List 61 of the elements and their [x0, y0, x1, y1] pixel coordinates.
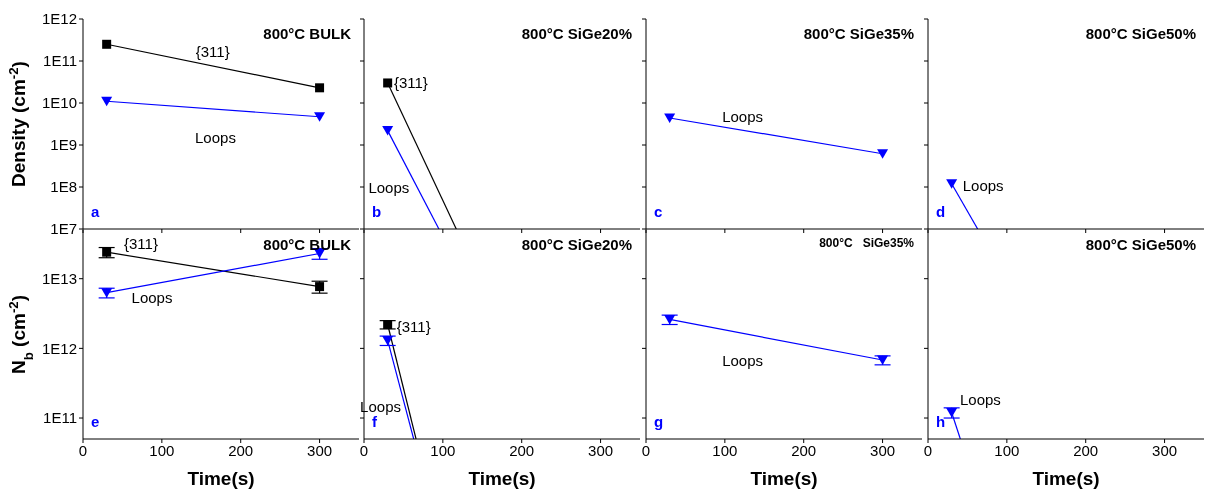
annotation: Loops [131, 288, 173, 306]
x-axis-title: Time(s) [468, 468, 536, 489]
text: d [936, 203, 946, 220]
text: b [372, 203, 382, 220]
x-tick-label: 200 [1073, 441, 1099, 459]
annotation: {311} [396, 317, 431, 335]
x-tick-label: 100 [430, 441, 456, 459]
y-tick-label: 1E11 [43, 52, 77, 70]
y-tick-label: 1E13 [41, 270, 77, 288]
x-tick-label: 300 [588, 441, 614, 459]
annotation: Loops [360, 397, 401, 415]
x-tick-label: 0 [78, 441, 88, 459]
x-tick-label: 0 [359, 441, 369, 459]
annotation: Loops [195, 128, 236, 146]
point [102, 247, 112, 257]
point [102, 39, 112, 49]
point [315, 282, 325, 292]
annotation: {311} [393, 73, 428, 91]
x-axis-title: Time(s) [750, 468, 818, 489]
text: g [654, 413, 664, 430]
chart-title: 800°C SiGe50% [1085, 236, 1196, 253]
x-tick-label: 200 [509, 441, 535, 459]
x-tick-label: 100 [149, 441, 175, 459]
y-tick-label: 1E8 [50, 178, 77, 196]
y-tick-label: 1E11 [43, 409, 77, 427]
chart-title: 800°C BULK [263, 236, 351, 253]
annotation: Loops [722, 107, 764, 125]
x-axis-title: Time(s) [1032, 468, 1100, 489]
annotation: Loops [722, 351, 764, 369]
y-tick-label: 1E12 [41, 10, 77, 28]
annotation: {311} [123, 234, 158, 252]
text: f [372, 413, 377, 430]
chart-title: 800°C SiGe50% [1085, 25, 1196, 42]
chart-title: 800°C BULK [263, 25, 351, 42]
y-tick-label: 1E7 [50, 220, 77, 238]
annotation: {311} [195, 42, 230, 59]
x-tick-label: 100 [712, 441, 738, 459]
point [315, 83, 325, 93]
chart-title: 800°C SiGe20% [521, 236, 632, 253]
x-tick-label: 300 [870, 441, 896, 459]
text: c [654, 203, 663, 220]
x-tick-label: 200 [228, 441, 254, 459]
x-tick-label: 300 [1152, 441, 1178, 459]
text: h [936, 413, 946, 430]
y-tick-label: 1E10 [41, 94, 77, 112]
x-tick-label: 0 [641, 441, 651, 459]
x-tick-label: 300 [307, 441, 333, 459]
annotation: Loops [960, 390, 1001, 408]
x-tick-label: 200 [791, 441, 817, 459]
text: 800°C SiGe35% [819, 236, 914, 250]
text: a [91, 203, 100, 220]
x-tick-label: 0 [923, 441, 933, 459]
chart-title: 800°C SiGe20% [521, 25, 632, 42]
annotation: Loops [962, 176, 1004, 194]
x-tick-label: 100 [994, 441, 1020, 459]
y-tick-label: 1E12 [41, 339, 77, 357]
text: e [91, 413, 100, 430]
chart-title: 800°C SiGe35% [803, 25, 914, 42]
x-axis-title: Time(s) [187, 468, 255, 489]
y-tick-label: 1E9 [50, 136, 77, 154]
annotation: Loops [368, 178, 410, 196]
